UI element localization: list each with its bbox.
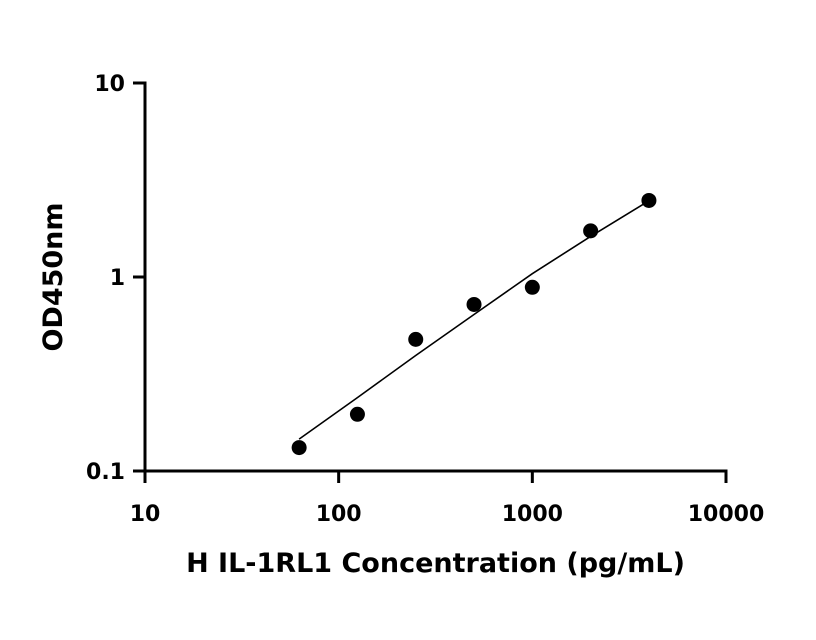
x-axis-title: H IL-1RL1 Concentration (pg/mL)	[186, 548, 685, 579]
x-tick-label: 10	[130, 502, 161, 527]
fit-curve	[298, 200, 650, 440]
data-point	[466, 296, 482, 312]
y-tick-label: 0.1	[86, 460, 125, 485]
data-point	[524, 279, 540, 295]
data-point	[349, 406, 365, 422]
data-point	[408, 331, 424, 347]
axes	[143, 81, 728, 473]
y-tick-label: 10	[94, 72, 125, 97]
y-tick-label: 1	[110, 266, 125, 291]
data-points	[291, 192, 657, 456]
data-point	[291, 440, 307, 456]
x-tick-label: 100	[316, 502, 362, 527]
x-tick-label: 1000	[502, 502, 563, 527]
ticks: 10 100 1000 10000 0.1 1 10	[86, 72, 764, 527]
data-point	[641, 192, 657, 208]
y-axis-title: OD450nm	[38, 202, 69, 351]
data-point	[583, 223, 599, 239]
x-tick-label: 10000	[688, 502, 765, 527]
